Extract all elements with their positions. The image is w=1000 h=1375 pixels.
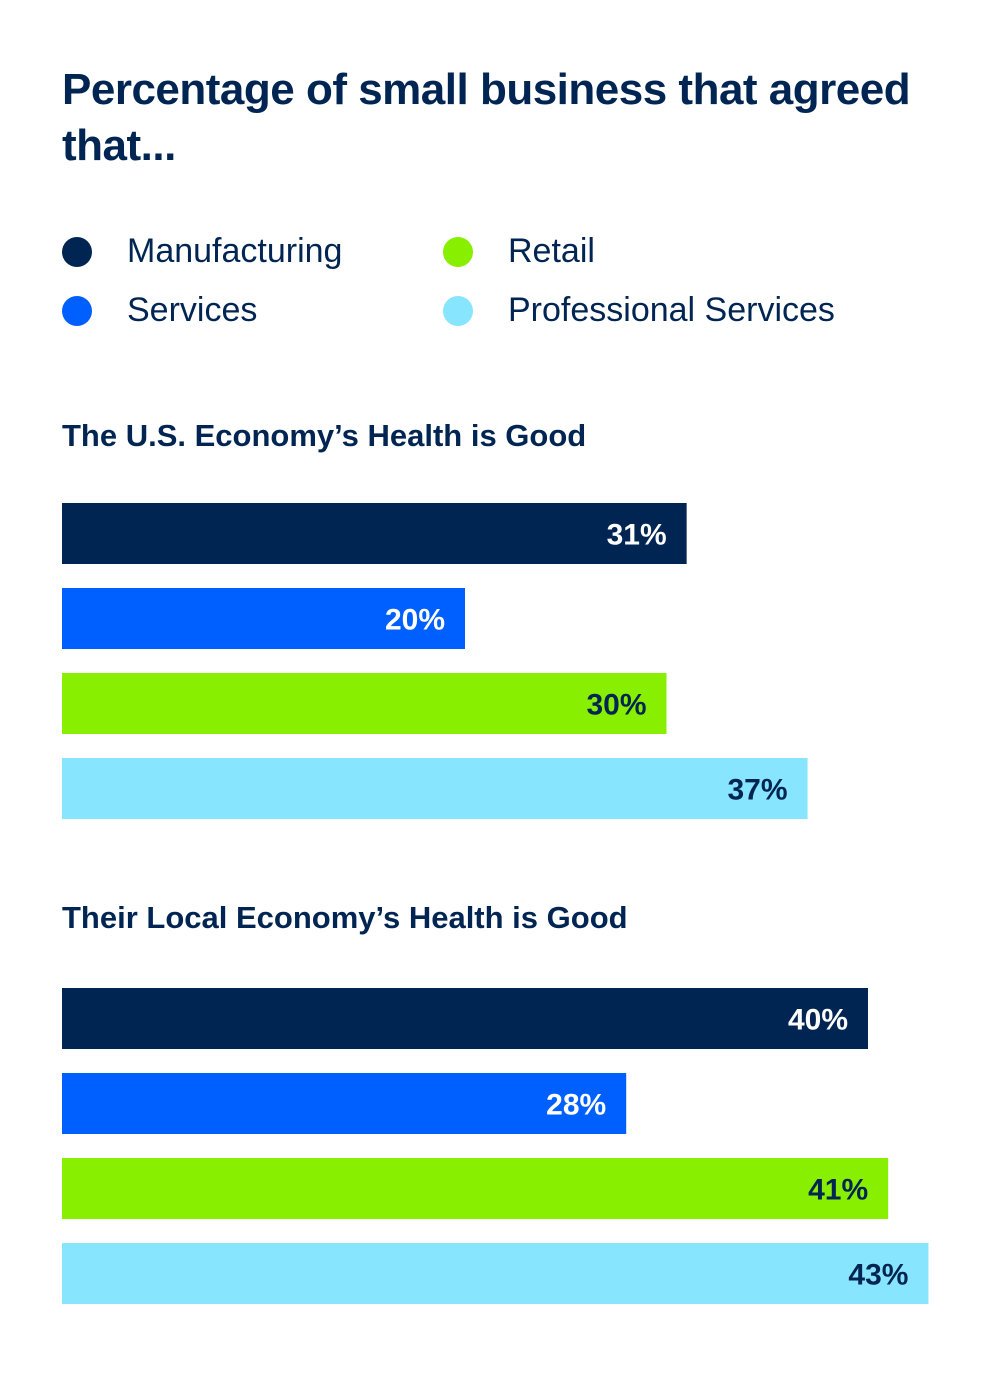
bar-services — [62, 1073, 627, 1134]
bar-professional-services — [62, 758, 808, 819]
bar-value-label: 31% — [607, 519, 667, 552]
bar-manufacturing — [62, 503, 687, 564]
bar-services — [62, 588, 465, 649]
bar-value-label: 37% — [728, 774, 788, 807]
bar-value-label: 20% — [385, 604, 445, 637]
chart-group-1: 31% 20% 30% 37% — [62, 503, 808, 819]
legend-label: Professional Services — [508, 291, 835, 329]
bar-manufacturing — [62, 988, 868, 1049]
legend-item-retail: Retail — [443, 232, 595, 271]
bar-value-label: 43% — [848, 1259, 908, 1292]
legend-dot-icon — [443, 236, 473, 267]
section-title-local-economy: Their Local Economy’s Health is Good — [62, 900, 628, 935]
bar-value-label: 40% — [788, 1004, 848, 1037]
legend-dot-icon — [62, 236, 92, 267]
bar-value-label: 28% — [546, 1089, 606, 1122]
legend-label: Services — [127, 291, 258, 329]
section-title-us-economy: The U.S. Economy’s Health is Good — [62, 418, 587, 453]
chart-group-2: 40% 28% 41% 43% — [62, 988, 929, 1304]
bar-professional-services — [62, 1243, 929, 1304]
legend-item-professional-services: Professional Services — [443, 291, 835, 330]
legend-dot-icon — [62, 295, 92, 326]
bar-retail — [62, 1158, 889, 1219]
legend-label: Manufacturing — [127, 232, 343, 270]
legend-item-services: Services — [62, 291, 257, 330]
legend-label: Retail — [508, 232, 595, 270]
bar-value-label: 30% — [586, 689, 646, 722]
bar-value-label: 41% — [808, 1174, 868, 1207]
legend-dot-icon — [443, 295, 473, 326]
bar-retail — [62, 673, 667, 734]
chart-title: Percentage of small business that agreed… — [62, 65, 911, 170]
legend-item-manufacturing: Manufacturing — [62, 232, 342, 271]
